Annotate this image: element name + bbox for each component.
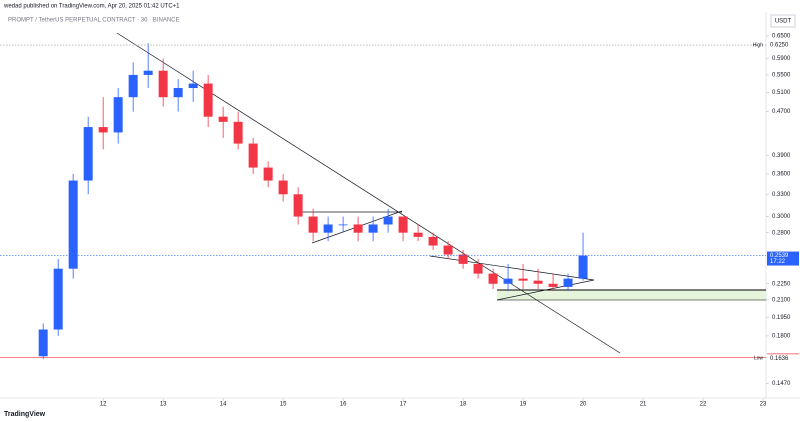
y-tick-label: 0.5100: [772, 90, 791, 96]
candle-body: [488, 273, 498, 284]
candle-body: [338, 224, 348, 226]
x-tick-label: 15: [280, 402, 287, 408]
x-tick-label: 18: [460, 402, 467, 408]
price-tag: [767, 41, 799, 50]
candle-body: [113, 97, 123, 133]
trendline: [496, 279, 595, 301]
x-tick-label: 17: [400, 402, 407, 408]
candle-body: [533, 280, 543, 284]
chart-title: PROMPT / TetherUS PERPETUAL CONTRACT · 3…: [8, 18, 179, 24]
candle-body: [248, 143, 258, 168]
candle-body: [458, 254, 468, 264]
y-tick-label: 0.2800: [772, 230, 791, 236]
candle-body: [413, 232, 423, 237]
x-tick-label: 21: [640, 402, 647, 408]
candle-body: [503, 278, 513, 284]
y-tick-label: 0.3600: [772, 172, 791, 178]
candle-body: [518, 278, 528, 281]
candle-body: [143, 70, 153, 75]
x-tick-label: 16: [340, 402, 347, 408]
x-tick-label: 14: [220, 402, 227, 408]
candle-body: [53, 268, 63, 330]
y-tick-label: 0.3300: [772, 192, 791, 198]
candle-body: [173, 88, 183, 98]
candle-body: [233, 121, 243, 144]
candle-body: [368, 224, 378, 233]
candle-body: [563, 278, 573, 287]
x-tick-label: 22: [700, 402, 707, 408]
candle-body: [443, 245, 453, 255]
candle-body: [308, 216, 318, 233]
y-tick-label: 0.3900: [772, 153, 791, 159]
zone: [497, 290, 766, 300]
y-tick-label: 0.5500: [772, 73, 791, 79]
candle-body: [383, 216, 393, 225]
y-tick-label: 0.1800: [772, 333, 791, 339]
price-tag: [767, 354, 799, 363]
candle-body: [353, 224, 363, 233]
y-tick-label: 0.2100: [772, 297, 791, 303]
x-tick-label: 23: [760, 402, 767, 408]
trendline: [429, 255, 595, 281]
candle-body: [158, 70, 168, 98]
price-tag: [767, 251, 799, 266]
price-tag-label: 0.1636: [770, 356, 789, 362]
y-tick-label: 0.6500: [772, 33, 791, 39]
candle-body: [398, 216, 408, 233]
candle-body: [278, 180, 288, 195]
price-tag-sublabel: 17:22: [770, 259, 786, 265]
x-tick-label: 13: [160, 402, 167, 408]
trendline: [116, 32, 621, 354]
x-tick-label: 20: [580, 402, 587, 408]
price-tag-label: 0.6250: [770, 43, 789, 49]
candle-body: [128, 74, 138, 98]
candle-body: [218, 116, 228, 122]
candle-body: [188, 83, 198, 89]
candle-body: [263, 167, 273, 181]
publisher: wedad published on TradingView.com, Apr …: [3, 4, 180, 10]
y-tick-label: 0.1470: [772, 381, 791, 387]
x-tick-label: 19: [520, 402, 527, 408]
candle-body: [38, 329, 48, 357]
candle-body: [68, 180, 78, 269]
currency-box: [770, 14, 796, 28]
y-tick-label: 0.2250: [772, 281, 791, 287]
price-tag-label: 0.2539: [770, 253, 789, 259]
y-tick-label: 0.4700: [772, 109, 791, 115]
candle-body: [293, 194, 303, 217]
candle-body: [578, 255, 588, 279]
price-tag-name: High: [753, 42, 764, 48]
candle-body: [323, 224, 333, 233]
candle-body: [548, 283, 558, 287]
footer: TradingView: [4, 411, 46, 418]
candle-body: [203, 83, 213, 117]
candle-body: [428, 236, 438, 246]
candle-body: [473, 263, 483, 274]
y-tick-label: 0.1950: [772, 315, 791, 321]
price-tag-name: Low: [754, 356, 764, 362]
x-tick-label: 12: [100, 402, 107, 408]
currency: USDT: [775, 19, 792, 25]
candle-body: [83, 127, 93, 181]
y-tick-label: 0.3000: [772, 214, 791, 220]
candle-body: [98, 127, 108, 133]
y-tick-label: 0.5900: [772, 56, 791, 62]
